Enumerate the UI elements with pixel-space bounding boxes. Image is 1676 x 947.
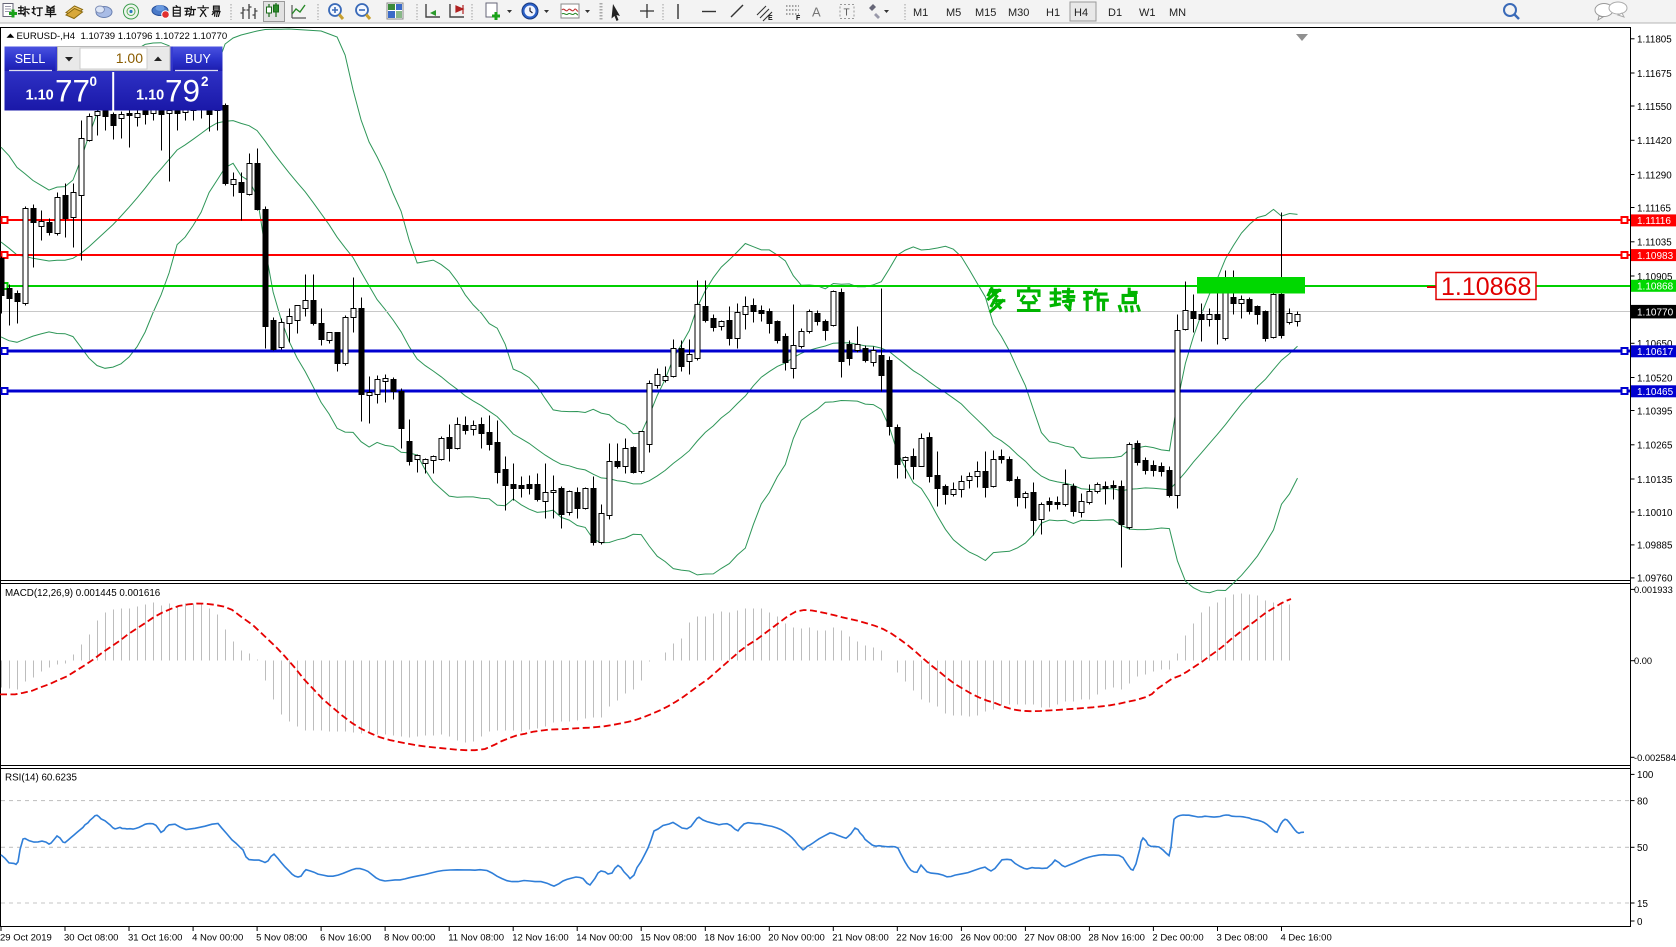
svg-text:H1: H1 xyxy=(1046,7,1060,19)
svg-text:0.00: 0.00 xyxy=(1634,656,1652,666)
svg-text:8 Nov 00:00: 8 Nov 00:00 xyxy=(384,933,435,944)
svg-text:14 Nov 00:00: 14 Nov 00:00 xyxy=(576,933,633,944)
svg-text:4 Dec 16:00: 4 Dec 16:00 xyxy=(1281,933,1332,944)
svg-text:M30: M30 xyxy=(1008,7,1029,19)
svg-text:11 Nov 08:00: 11 Nov 08:00 xyxy=(448,933,504,944)
svg-text:12 Nov 16:00: 12 Nov 16:00 xyxy=(512,933,569,944)
svg-text:1.00: 1.00 xyxy=(116,50,143,66)
svg-text:0: 0 xyxy=(90,74,98,89)
svg-text:E: E xyxy=(768,15,773,22)
svg-text:100: 100 xyxy=(1637,770,1654,781)
svg-text:1.11805: 1.11805 xyxy=(1637,35,1672,46)
svg-text:79: 79 xyxy=(165,73,200,109)
svg-text:0.001933: 0.001933 xyxy=(1634,585,1673,595)
svg-text:1.10135: 1.10135 xyxy=(1637,475,1673,486)
svg-text:A: A xyxy=(812,5,821,20)
svg-text:1.11116: 1.11116 xyxy=(1637,216,1671,227)
svg-text:1.10265: 1.10265 xyxy=(1637,441,1673,452)
svg-text:1.10395: 1.10395 xyxy=(1637,406,1673,417)
svg-text:SELL: SELL xyxy=(15,52,46,66)
svg-text:26 Nov 00:00: 26 Nov 00:00 xyxy=(960,933,1017,944)
svg-text:5 Nov 08:00: 5 Nov 08:00 xyxy=(256,933,307,944)
svg-text:EURUSD-,H4 1.10739 1.10796 1.: EURUSD-,H4 1.10739 1.10796 1.10722 1.107… xyxy=(17,31,228,42)
svg-text:D1: D1 xyxy=(1108,7,1122,19)
svg-text:1.10520: 1.10520 xyxy=(1637,373,1673,384)
svg-text:1.11035: 1.11035 xyxy=(1637,238,1672,249)
svg-text:F: F xyxy=(796,15,801,22)
svg-text:RSI(14) 60.6235: RSI(14) 60.6235 xyxy=(5,773,77,784)
svg-text:1.10868: 1.10868 xyxy=(1637,282,1674,293)
svg-text:1.10: 1.10 xyxy=(136,88,164,104)
svg-text:22 Nov 16:00: 22 Nov 16:00 xyxy=(896,933,953,944)
svg-text:M15: M15 xyxy=(975,7,996,19)
svg-text:1.09760: 1.09760 xyxy=(1637,574,1673,585)
svg-text:1.10770: 1.10770 xyxy=(1637,307,1674,318)
svg-text:4 Nov 00:00: 4 Nov 00:00 xyxy=(192,933,243,944)
svg-text:H4: H4 xyxy=(1074,7,1088,19)
svg-text:MN: MN xyxy=(1169,7,1186,19)
svg-text:1.10465: 1.10465 xyxy=(1637,387,1674,398)
svg-text:2: 2 xyxy=(201,74,209,89)
svg-text:80: 80 xyxy=(1637,796,1648,807)
svg-text:21 Nov 08:00: 21 Nov 08:00 xyxy=(832,933,889,944)
svg-text:1.10010: 1.10010 xyxy=(1637,508,1673,519)
svg-text:MACD(12,26,9) 0.001445 0.00161: MACD(12,26,9) 0.001445 0.001616 xyxy=(5,588,161,599)
svg-text:15 Nov 08:00: 15 Nov 08:00 xyxy=(640,933,697,944)
svg-text:1.11550: 1.11550 xyxy=(1637,102,1672,113)
svg-text:6 Nov 16:00: 6 Nov 16:00 xyxy=(320,933,371,944)
svg-text:-0.002584: -0.002584 xyxy=(1634,753,1676,763)
svg-text:1.11165: 1.11165 xyxy=(1637,203,1672,214)
svg-text:1.10868: 1.10868 xyxy=(1441,273,1531,301)
svg-text:29 Oct 2019: 29 Oct 2019 xyxy=(0,933,52,944)
svg-text:0: 0 xyxy=(1637,917,1643,928)
svg-text:BUY: BUY xyxy=(185,52,211,66)
svg-text:M1: M1 xyxy=(913,7,928,19)
svg-text:1.09885: 1.09885 xyxy=(1637,541,1673,552)
svg-text:15: 15 xyxy=(1637,899,1648,910)
svg-text:1.11420: 1.11420 xyxy=(1637,136,1672,147)
svg-text:31 Oct 16:00: 31 Oct 16:00 xyxy=(128,933,182,944)
svg-text:M5: M5 xyxy=(946,7,961,19)
svg-text:1.10905: 1.10905 xyxy=(1637,272,1673,283)
svg-text:W1: W1 xyxy=(1139,7,1156,19)
svg-text:20 Nov 00:00: 20 Nov 00:00 xyxy=(768,933,825,944)
svg-text:1.11290: 1.11290 xyxy=(1637,170,1672,181)
svg-text:1.11675: 1.11675 xyxy=(1637,69,1672,80)
svg-text:28 Nov 16:00: 28 Nov 16:00 xyxy=(1088,933,1145,944)
svg-text:1.10: 1.10 xyxy=(26,88,54,104)
svg-text:30 Oct 08:00: 30 Oct 08:00 xyxy=(64,933,118,944)
svg-text:3 Dec 08:00: 3 Dec 08:00 xyxy=(1217,933,1268,944)
svg-text:27 Nov 08:00: 27 Nov 08:00 xyxy=(1024,933,1081,944)
svg-text:1.10983: 1.10983 xyxy=(1637,251,1674,262)
svg-text:1.10617: 1.10617 xyxy=(1637,347,1674,358)
svg-text:T: T xyxy=(844,8,850,19)
svg-text:1.10650: 1.10650 xyxy=(1637,339,1673,350)
svg-text:2 Dec 00:00: 2 Dec 00:00 xyxy=(1152,933,1203,944)
svg-text:18 Nov 16:00: 18 Nov 16:00 xyxy=(704,933,761,944)
svg-text:77: 77 xyxy=(55,73,90,109)
svg-text:50: 50 xyxy=(1637,843,1648,854)
